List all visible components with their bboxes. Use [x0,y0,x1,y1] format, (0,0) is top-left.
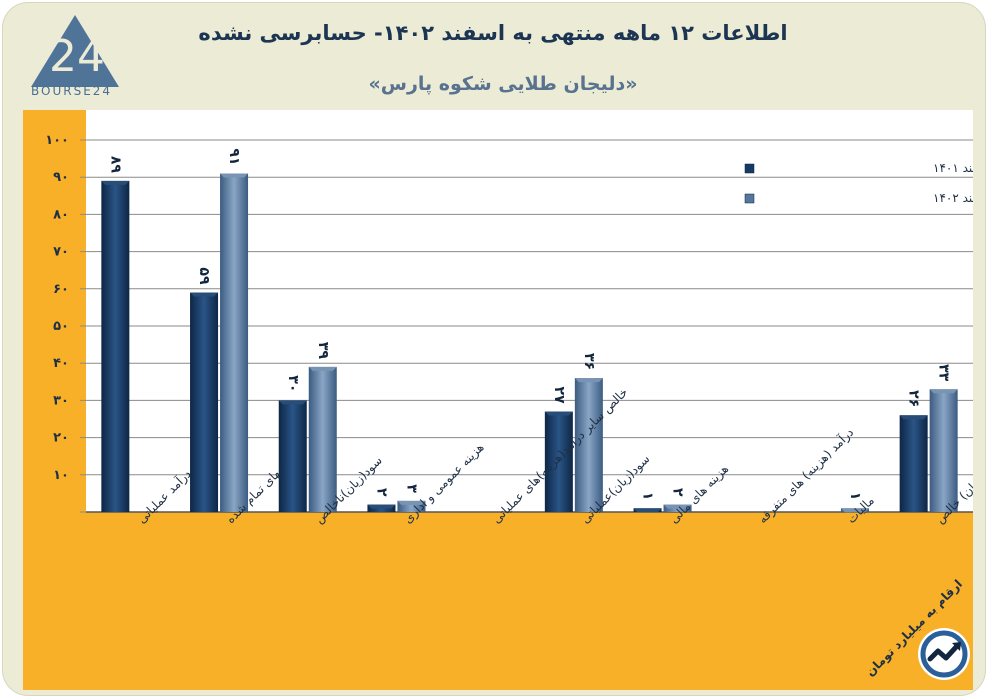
bar-series-2 [397,500,426,512]
bar-series-2 [220,173,249,513]
y-tick-label: ۱۰ [53,468,69,483]
bar-series-2 [574,378,603,512]
bar-value-label: ۳۶ [581,353,597,370]
bar-bevel [929,389,958,394]
bars [101,173,958,513]
bar-bevel [101,180,130,185]
y-axis-ticks: ۱۰ ۲۰ ۳۰ ۴۰ ۵۰ ۶۰ ۷۰ ۸۰ ۹۰ ۱۰۰ [45,133,69,483]
bar-bevel [574,378,603,383]
bar-bevel [308,366,337,371]
logo-mark: 24 [49,31,105,82]
bar-value-label: ۳۹ [315,342,331,360]
bar-series-1 [190,292,219,512]
bar-value-label: ۲۷ [551,386,567,404]
bar-value-label: ۲ [373,488,389,497]
y-tick-label: ۱۰۰ [45,133,69,148]
bar-bevel [190,292,219,297]
value-labels: ۸۹ ۵۹ ۳۰ ۲ ۲۷ ۱ ۲۶ ۹۱ ۳۹ ۳ ۳۶ ۲ ۱ ۳۳ [107,148,951,500]
bar-bevel [397,500,426,505]
logo-text: BOURSE24 [31,84,113,98]
bar-value-label: ۲ [670,488,686,497]
y-tick-label: ۴۰ [53,356,69,371]
bar-series-1 [544,411,573,512]
bar-value-label: ۵۹ [196,267,212,285]
bar-value-label: ۳۳ [936,364,952,382]
bar-bevel [220,173,249,178]
bar-series-1 [278,400,307,512]
trend-up-chart-icon [918,628,970,680]
y-tick-label: ۶۰ [53,282,69,297]
legend-label: عملکرد منتهی به اسفند ۱۴۰۱ [933,161,973,176]
bar-series-1 [101,180,130,513]
bar-bevel [633,508,662,513]
bar-bevel [278,400,307,405]
bar-bevel [663,504,692,509]
bar-series-2 [308,366,337,512]
legend-swatch [744,163,755,174]
page-title: اطلاعات ۱۲ ماهه منتهی به اسفند ۱۴۰۲- حسا… [198,21,788,45]
y-tick-label: ۵۰ [53,319,69,334]
y-tick-label: ۳۰ [53,393,69,408]
bar-value-label: ۹۱ [226,148,242,165]
bar-bevel [840,508,869,513]
y-tick-label: ۹۰ [53,170,69,185]
bar-value-label: ۱ [640,492,656,501]
bar-bevel [899,415,928,420]
bar-value-label: ۳۰ [285,375,301,392]
bourse24-logo-icon: 24 [31,15,119,87]
legend: عملکرد منتهی به اسفند ۱۴۰۱ عملکرد منتهی ب… [744,161,973,206]
plot-area [86,110,973,512]
bar-value-label: ۲۶ [906,390,922,407]
y-tick-label: ۷۰ [53,245,69,260]
legend-swatch [744,193,755,204]
bar-chart: ۸۹ ۵۹ ۳۰ ۲ ۲۷ ۱ ۲۶ ۹۱ ۳۹ ۳ ۳۶ ۲ ۱ ۳۳ ۱۰ ۲۰ ۳۰ ۴۰ ۵۰ ۶۰ ۷۰ ۸۰… [45,110,973,527]
bar-value-label: ۸۹ [107,156,123,174]
bar-value-label: ۳ [403,484,419,493]
y-tick-label: ۲۰ [53,431,69,446]
bar-value-label: ۱ [847,492,863,501]
bar-bevel [367,504,396,509]
bar-series-2 [929,389,958,512]
legend-label: عملکرد منتهی به اسفند ۱۴۰۲ [933,191,973,206]
chart-panel: ۸۹ ۵۹ ۳۰ ۲ ۲۷ ۱ ۲۶ ۹۱ ۳۹ ۳ ۳۶ ۲ ۱ ۳۳ ۱۰ ۲۰ ۳۰ ۴۰ ۵۰ ۶۰ ۷۰ ۸۰… [23,110,973,690]
y-tick-label: ۸۰ [53,207,69,222]
bar-bevel [544,411,573,416]
company-name: «دلیجان طلایی شکوه پارس» [368,73,638,95]
bar-series-1 [899,415,928,512]
